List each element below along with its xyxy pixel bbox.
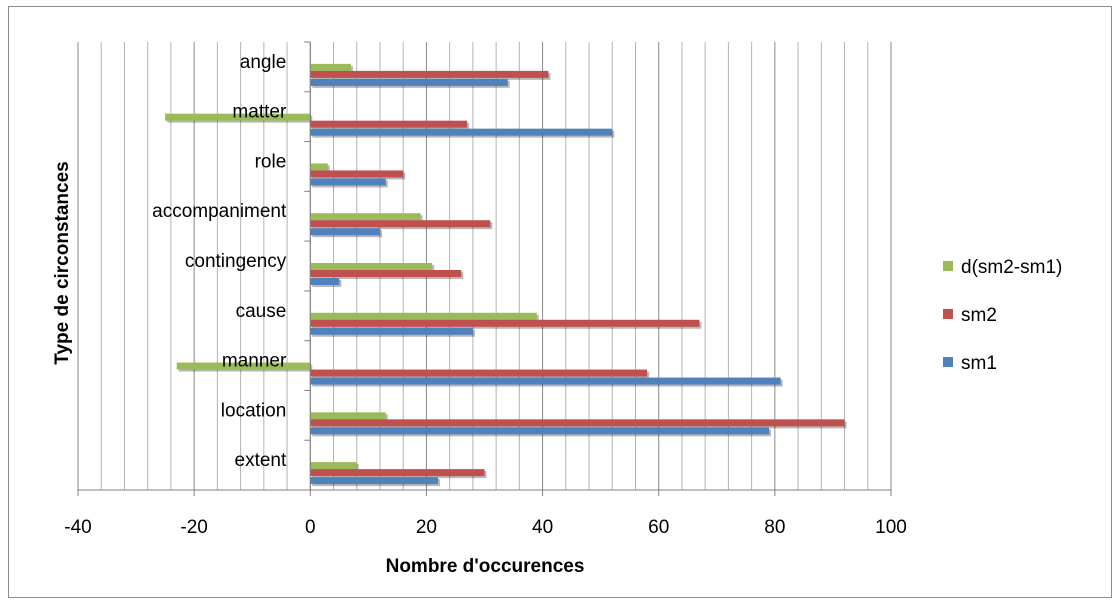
category-label: extent xyxy=(235,450,287,471)
legend-label: sm2 xyxy=(961,305,997,326)
bars xyxy=(165,63,847,487)
x-tick-label: 100 xyxy=(875,517,907,538)
bar xyxy=(310,170,404,178)
bar xyxy=(310,327,473,335)
bar xyxy=(310,213,421,221)
bar xyxy=(310,263,433,270)
category-label: matter xyxy=(232,102,287,123)
bar xyxy=(310,228,380,236)
category-label: contingency xyxy=(185,251,287,272)
category-label: accompaniment xyxy=(152,201,287,222)
bar xyxy=(310,270,462,277)
category-labels: angle matter role accompaniment contingency c… xyxy=(152,52,287,471)
bar xyxy=(310,427,770,435)
bar xyxy=(165,113,311,121)
legend-label: d(sm2-sm1) xyxy=(961,257,1062,278)
category-label: role xyxy=(255,151,287,172)
axes xyxy=(77,41,892,496)
x-tick-labels: -40 -20 0 20 40 60 80 100 xyxy=(64,517,907,538)
y-axis-title: Type de circonstances xyxy=(52,161,73,364)
legend-swatch xyxy=(943,261,953,271)
x-tick-label: -40 xyxy=(64,517,91,538)
category-label: cause xyxy=(236,301,287,322)
bar xyxy=(310,78,508,86)
bar xyxy=(310,319,700,327)
bar xyxy=(310,178,386,186)
bar xyxy=(310,220,491,228)
bar xyxy=(176,362,311,370)
category-label: location xyxy=(221,400,287,421)
legend: d(sm2-sm1) sm2 sm1 xyxy=(943,257,1062,374)
category-label: angle xyxy=(240,52,287,73)
category-label: manner xyxy=(222,351,287,372)
bar xyxy=(310,477,439,485)
bar xyxy=(310,419,845,427)
bar xyxy=(310,278,340,285)
bar xyxy=(310,369,648,377)
bar xyxy=(310,120,468,128)
x-tick-label: 0 xyxy=(305,517,316,538)
bar xyxy=(310,412,386,420)
bar xyxy=(310,163,328,171)
bar xyxy=(310,469,485,477)
x-tick-label: 60 xyxy=(648,517,669,538)
bar xyxy=(310,70,549,78)
x-axis-title: Nombre d'occurences xyxy=(386,556,585,577)
x-tick-label: 80 xyxy=(764,517,785,538)
legend-swatch xyxy=(943,357,953,367)
bar xyxy=(310,462,357,470)
bar xyxy=(310,312,537,320)
chart-frame xyxy=(8,6,1112,598)
bar xyxy=(310,377,781,385)
x-tick-label: -20 xyxy=(180,517,207,538)
bar xyxy=(310,128,613,136)
legend-swatch xyxy=(943,309,953,319)
x-tick-label: 40 xyxy=(532,517,553,538)
x-tick-label: 20 xyxy=(416,517,437,538)
bar xyxy=(310,63,351,71)
legend-label: sm1 xyxy=(961,353,997,374)
